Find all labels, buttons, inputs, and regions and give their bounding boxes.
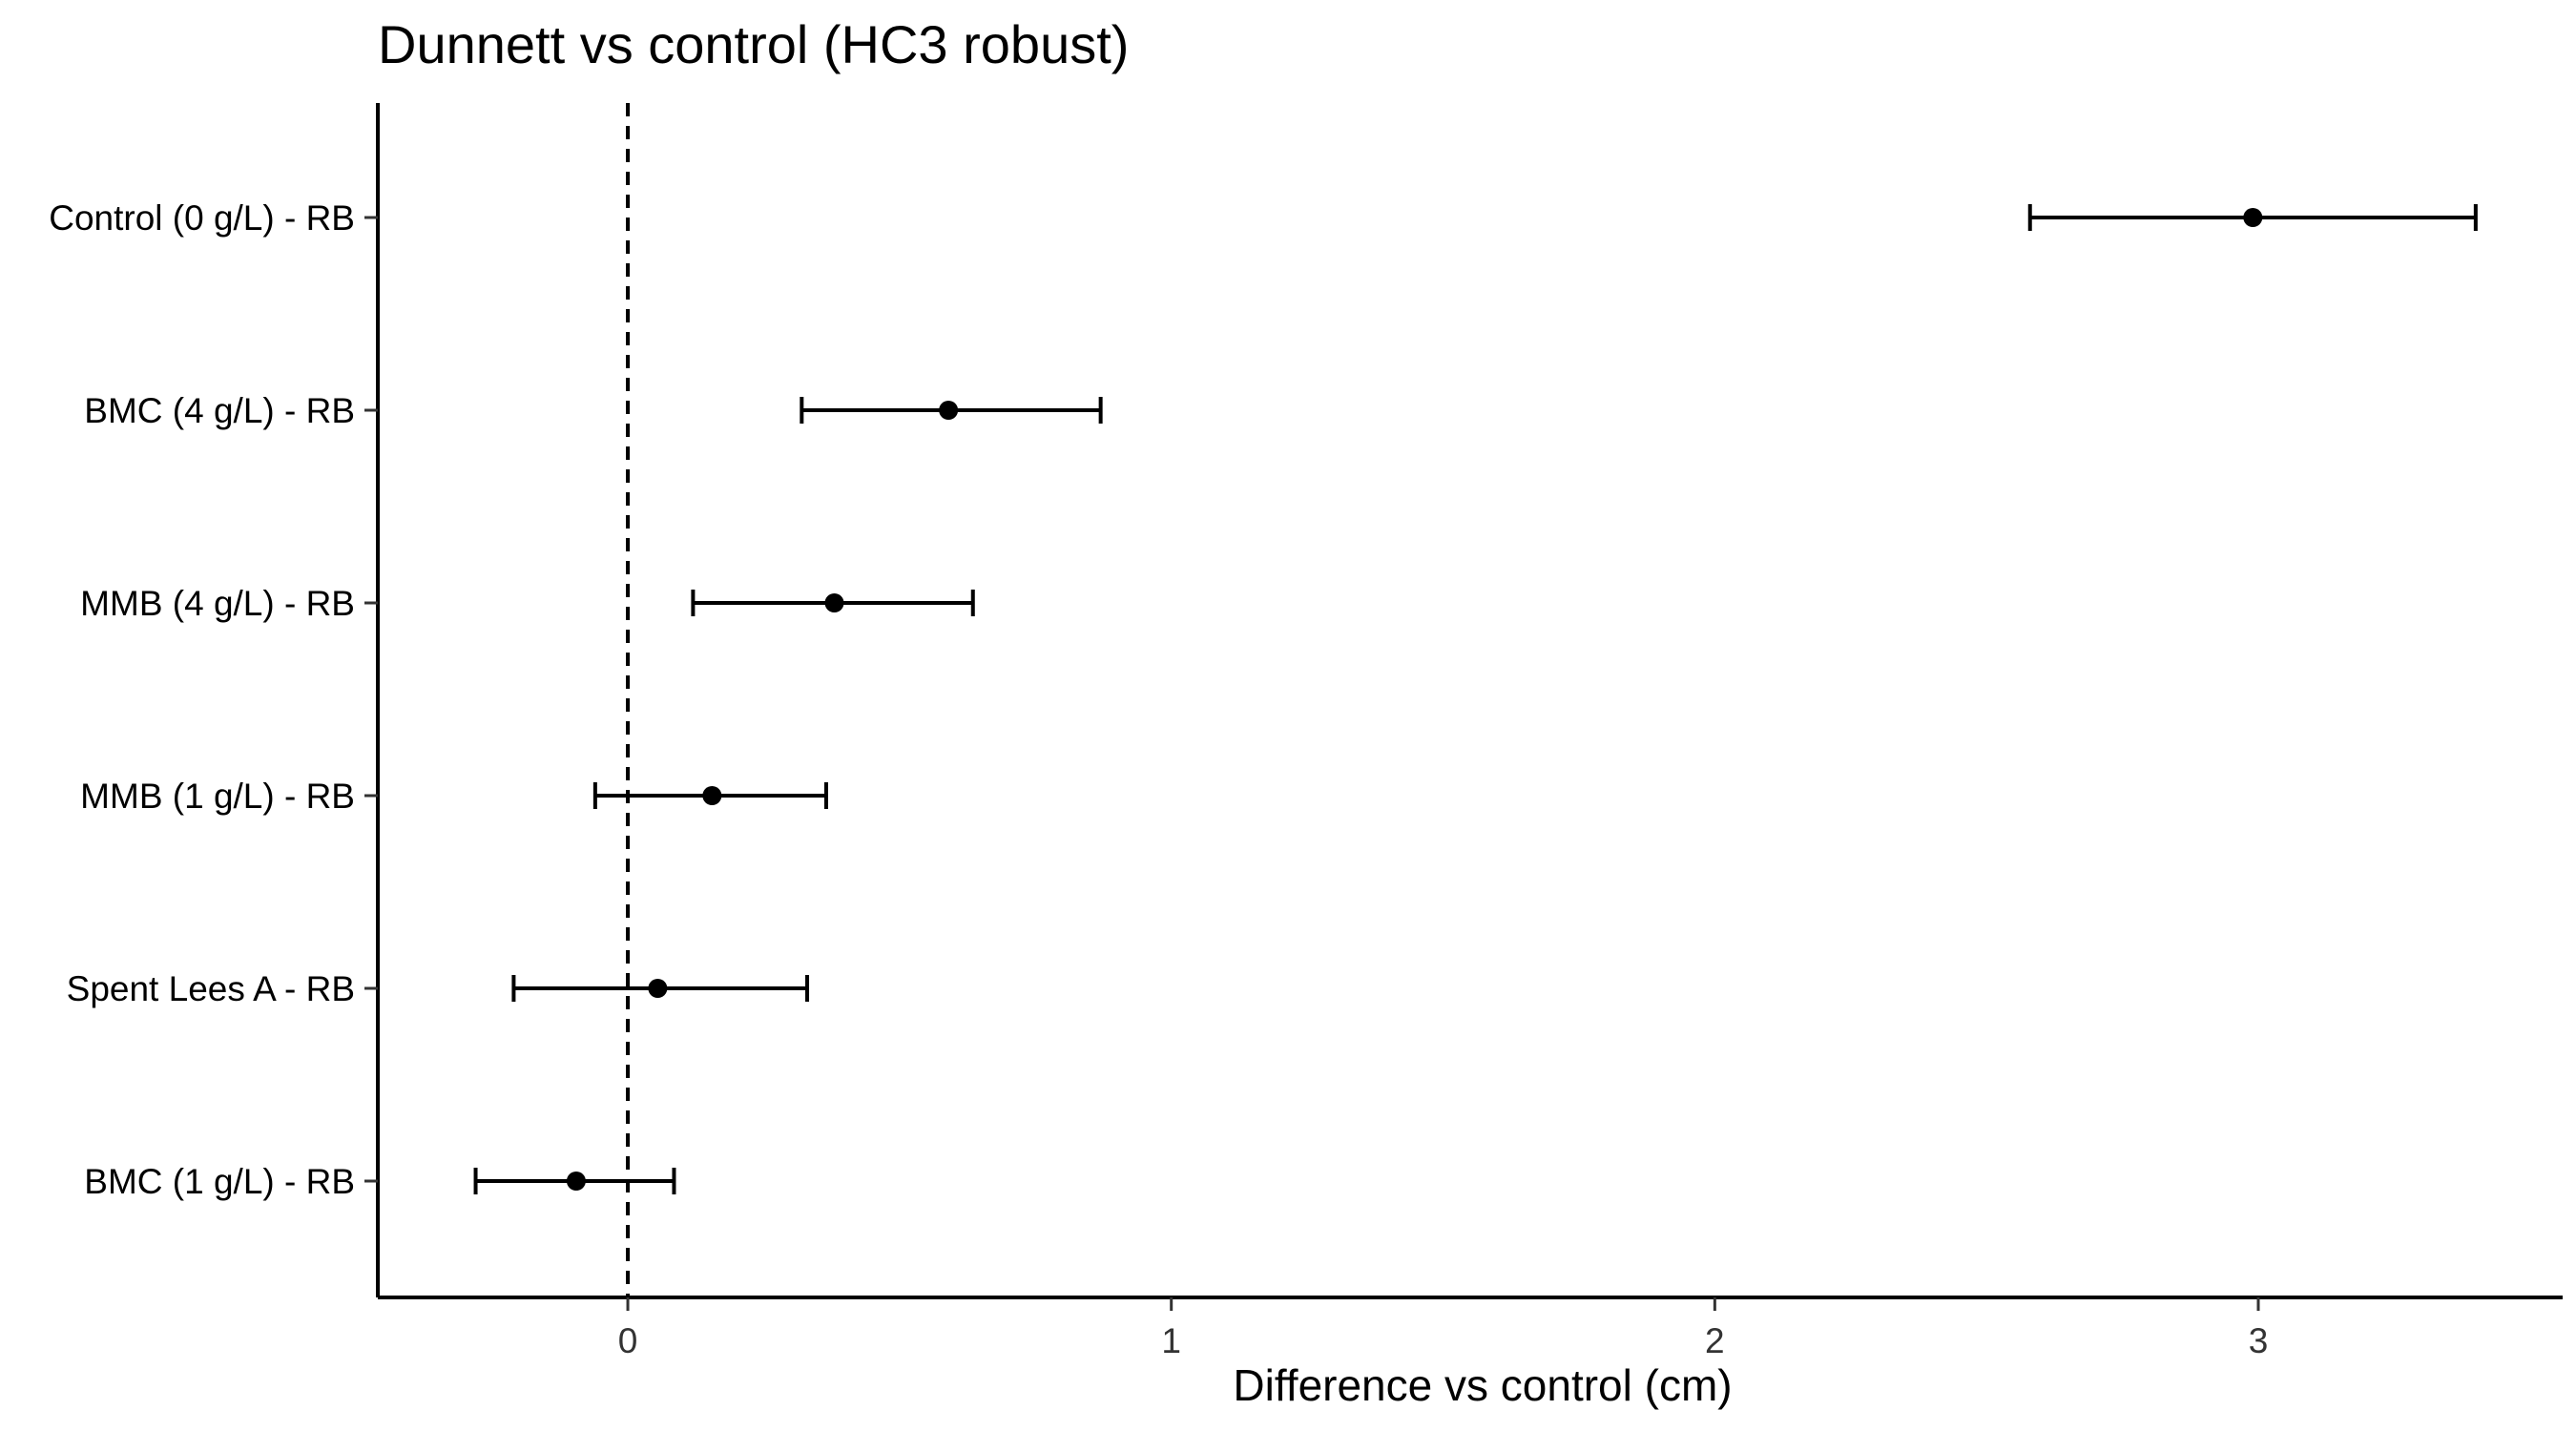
y-tick-label: MMB (4 g/L) - RB — [80, 584, 355, 623]
plot-area — [473, 103, 2478, 1297]
x-axis-label: Difference vs control (cm) — [1233, 1360, 1732, 1410]
y-tick-label: MMB (1 g/L) - RB — [80, 777, 355, 816]
x-tick-label: 3 — [2249, 1321, 2269, 1360]
estimate-point — [648, 979, 668, 998]
estimate-point — [2243, 208, 2263, 227]
x-tick-label: 0 — [618, 1321, 638, 1360]
estimate-point — [824, 593, 844, 612]
chart-title: Dunnett vs control (HC3 robust) — [378, 14, 1129, 74]
x-axis-ticks: 0 1 2 3 — [618, 1297, 2269, 1360]
estimate-point — [939, 401, 959, 420]
y-tick-label: Control (0 g/L) - RB — [49, 198, 355, 238]
estimate-point — [702, 786, 722, 805]
estimate-point — [566, 1172, 586, 1191]
y-tick-label: BMC (1 g/L) - RB — [84, 1162, 355, 1201]
y-tick-label: BMC (4 g/L) - RB — [84, 391, 355, 430]
x-tick-label: 2 — [1705, 1321, 1725, 1360]
x-tick-label: 1 — [1161, 1321, 1181, 1360]
y-axis-ticks: Control (0 g/L) - RB BMC (4 g/L) - RB MMB … — [49, 198, 378, 1201]
y-tick-label: Spent Lees A - RB — [67, 969, 355, 1008]
